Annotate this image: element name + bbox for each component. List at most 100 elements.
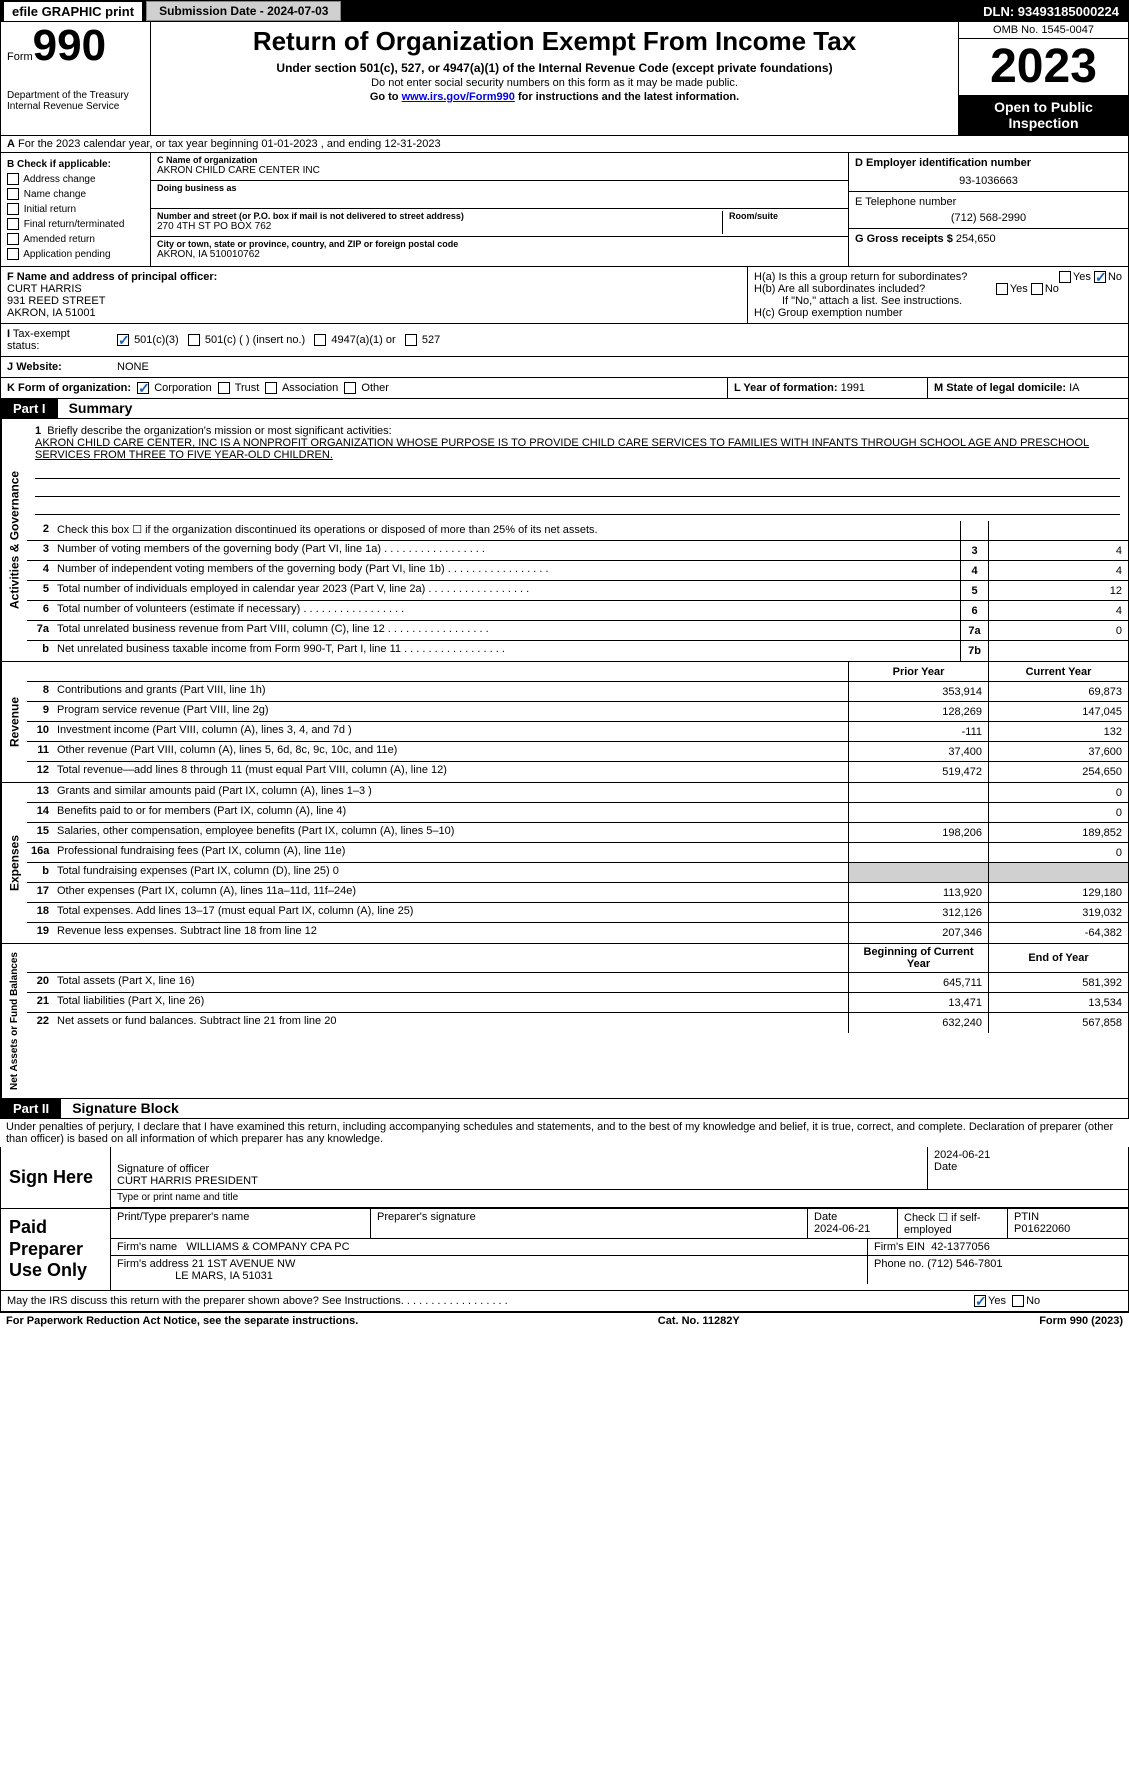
discuss-yes[interactable]	[974, 1295, 986, 1307]
year-formed: 1991	[841, 382, 865, 394]
line-20: 20Total assets (Part X, line 16)645,7115…	[27, 973, 1128, 993]
line-21: 21Total liabilities (Part X, line 26)13,…	[27, 993, 1128, 1013]
chk-527[interactable]	[405, 334, 417, 346]
firm-addr2: LE MARS, IA 51031	[175, 1270, 273, 1282]
firm-name: WILLIAMS & COMPANY CPA PC	[186, 1241, 349, 1253]
discuss-no[interactable]	[1012, 1295, 1024, 1307]
expenses-block: Expenses 13Grants and similar amounts pa…	[0, 783, 1129, 944]
line-3: 3Number of voting members of the governi…	[27, 541, 1128, 561]
G-label: G Gross receipts $	[855, 233, 953, 245]
vert-na: Net Assets or Fund Balances	[1, 944, 27, 1098]
dba-label: Doing business as	[157, 183, 842, 193]
chk-other[interactable]	[344, 382, 356, 394]
M-label: M State of legal domicile:	[934, 382, 1066, 394]
phone: (712) 568-2990	[855, 212, 1122, 224]
line-10: 10Investment income (Part VIII, column (…	[27, 722, 1128, 742]
submission-date[interactable]: Submission Date - 2024-07-03	[146, 1, 341, 21]
line-13: 13Grants and similar amounts paid (Part …	[27, 783, 1128, 803]
sign-date: 2024-06-21	[934, 1149, 990, 1161]
discuss-text: May the IRS discuss this return with the…	[7, 1295, 404, 1307]
footer-right: Form 990 (2023)	[1039, 1315, 1123, 1327]
chk-assoc[interactable]	[265, 382, 277, 394]
check-name[interactable]	[7, 188, 19, 200]
line-16a: 16aProfessional fundraising fees (Part I…	[27, 843, 1128, 863]
Hb-label: H(b) Are all subordinates included?	[754, 283, 925, 295]
street: 270 4TH ST PO BOX 762	[157, 221, 722, 232]
mission-label: Briefly describe the organization's miss…	[47, 425, 391, 437]
chk-corp[interactable]	[137, 382, 149, 394]
irs: Internal Revenue Service	[7, 101, 144, 112]
Hb-no[interactable]	[1031, 283, 1043, 295]
form-title: Return of Organization Exempt From Incom…	[159, 26, 950, 57]
K-row: K Form of organization: Corporation Trus…	[0, 378, 1129, 399]
check-pending[interactable]	[7, 248, 19, 260]
top-bar: efile GRAPHIC print Submission Date - 20…	[0, 0, 1129, 22]
E-label: E Telephone number	[855, 196, 956, 208]
dln: DLN: 93493185000224	[345, 4, 1125, 19]
footer-mid: Cat. No. 11282Y	[658, 1315, 740, 1327]
I-row: I Tax-exempt status: 501(c)(3) 501(c) ( …	[0, 324, 1129, 357]
prep-name-label: Print/Type preparer's name	[117, 1211, 249, 1223]
Ha-label: H(a) Is this a group return for subordin…	[754, 271, 967, 283]
line-12: 12Total revenue—add lines 8 through 11 (…	[27, 762, 1128, 782]
org-name: AKRON CHILD CARE CENTER INC	[157, 165, 842, 176]
firm-ein: 42-1377056	[931, 1241, 990, 1253]
sign-here: Sign Here	[1, 1147, 111, 1208]
col-B: B Check if applicable: Address change Na…	[1, 153, 151, 266]
col-beg: Beginning of Current Year	[848, 944, 988, 972]
F-label: F Name and address of principal officer:	[7, 271, 217, 283]
partI-title: Summary	[61, 400, 133, 416]
partII-title: Signature Block	[64, 1100, 179, 1116]
firm-phone: (712) 546-7801	[927, 1258, 1002, 1270]
Ha-yes[interactable]	[1059, 271, 1071, 283]
irs-link[interactable]: www.irs.gov/Form990	[402, 91, 515, 103]
Ha-no[interactable]	[1094, 271, 1106, 283]
signature-block: Sign Here Signature of officerCURT HARRI…	[0, 1147, 1129, 1291]
form-word: Form	[7, 51, 33, 63]
col-CD: C Name of organization AKRON CHILD CARE …	[151, 153, 848, 266]
prep-sig-label: Preparer's signature	[377, 1211, 476, 1223]
form-number: 990	[33, 21, 106, 70]
row-A: A For the 2023 calendar year, or tax yea…	[0, 136, 1129, 153]
form-header: Form990 Department of the Treasury Inter…	[0, 22, 1129, 136]
city-label: City or town, state or province, country…	[157, 239, 842, 249]
public-inspection: Open to Public Inspection	[959, 95, 1128, 135]
check-amended[interactable]	[7, 233, 19, 245]
chk-501c3[interactable]	[117, 334, 129, 346]
line-4: 4Number of independent voting members of…	[27, 561, 1128, 581]
vert-rev: Revenue	[1, 662, 27, 782]
city: AKRON, IA 510010762	[157, 249, 842, 260]
B-label: B Check if applicable:	[7, 159, 111, 170]
type-label: Type or print name and title	[111, 1190, 1128, 1208]
tax-year: 2023	[959, 39, 1128, 95]
check-initial[interactable]	[7, 203, 19, 215]
col-right: D Employer identification number 93-1036…	[848, 153, 1128, 266]
chk-trust[interactable]	[218, 382, 230, 394]
officer-printed: CURT HARRIS PRESIDENT	[117, 1175, 258, 1187]
check-address[interactable]	[7, 173, 19, 185]
perjury-text: Under penalties of perjury, I declare th…	[0, 1119, 1129, 1147]
line-b: bNet unrelated business taxable income f…	[27, 641, 1128, 661]
domicile: IA	[1069, 382, 1079, 394]
goto-suffix: for instructions and the latest informat…	[515, 91, 739, 103]
Hb-yes[interactable]	[996, 283, 1008, 295]
footer-left: For Paperwork Reduction Act Notice, see …	[6, 1315, 358, 1327]
website: NONE	[111, 357, 155, 377]
col-prior: Prior Year	[848, 662, 988, 681]
line-17: 17Other expenses (Part IX, column (A), l…	[27, 883, 1128, 903]
ein: 93-1036663	[855, 175, 1122, 187]
C-name-label: C Name of organization	[157, 155, 842, 165]
discuss-row: May the IRS discuss this return with the…	[0, 1291, 1129, 1312]
chk-501c[interactable]	[188, 334, 200, 346]
col-end: End of Year	[988, 944, 1128, 972]
period-text: For the 2023 calendar year, or tax year …	[18, 138, 441, 150]
line-19: 19Revenue less expenses. Subtract line 1…	[27, 923, 1128, 943]
line-5: 5Total number of individuals employed in…	[27, 581, 1128, 601]
room-label: Room/suite	[729, 211, 842, 221]
partI-num: Part I	[1, 399, 58, 418]
partII-header: Part II Signature Block	[0, 1099, 1129, 1119]
sig-officer-label: Signature of officer	[117, 1163, 209, 1175]
ptin: P01622060	[1014, 1223, 1070, 1235]
check-final[interactable]	[7, 218, 19, 230]
chk-4947[interactable]	[314, 334, 326, 346]
